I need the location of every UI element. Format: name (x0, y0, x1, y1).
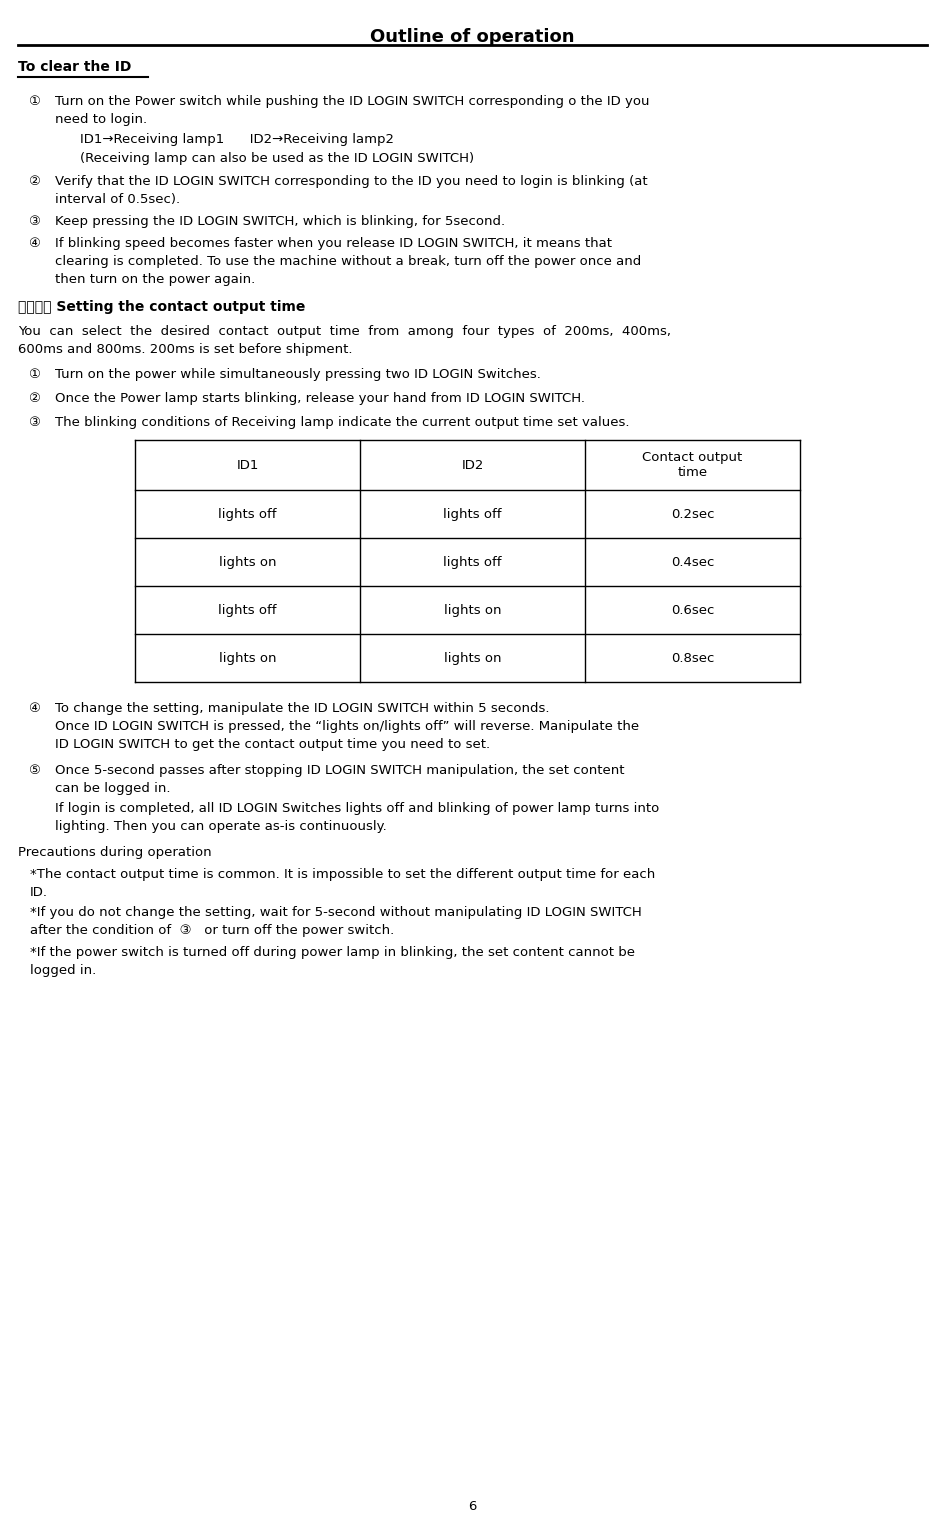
Text: *If the power switch is turned off during power lamp in blinking, the set conten: *If the power switch is turned off durin… (30, 946, 634, 959)
Text: Turn on the power while simultaneously pressing two ID LOGIN Switches.: Turn on the power while simultaneously p… (55, 369, 540, 381)
Text: ID2: ID2 (461, 458, 483, 472)
Text: after the condition of  ③   or turn off the power switch.: after the condition of ③ or turn off the… (30, 924, 394, 937)
Text: 0.8sec: 0.8sec (670, 652, 714, 664)
Text: 0.6sec: 0.6sec (670, 603, 714, 617)
Text: To clear the ID: To clear the ID (18, 59, 131, 75)
Text: interval of 0.5sec).: interval of 0.5sec). (55, 193, 180, 206)
Text: lights on: lights on (218, 556, 276, 568)
Text: lights off: lights off (443, 556, 501, 568)
Text: lights on: lights on (444, 603, 500, 617)
Text: ⑤: ⑤ (28, 765, 40, 777)
Text: 0.2sec: 0.2sec (670, 507, 714, 521)
Text: Outline of operation: Outline of operation (369, 27, 574, 46)
Text: You  can  select  the  desired  contact  output  time  from  among  four  types : You can select the desired contact outpu… (18, 324, 670, 338)
Text: ①: ① (28, 94, 40, 108)
Text: lights on: lights on (218, 652, 276, 664)
Text: need to login.: need to login. (55, 113, 147, 126)
Text: ②: ② (28, 175, 40, 187)
Text: Verify that the ID LOGIN SWITCH corresponding to the ID you need to login is bli: Verify that the ID LOGIN SWITCH correspo… (55, 175, 647, 187)
Text: then turn on the power again.: then turn on the power again. (55, 273, 255, 286)
Text: (Receiving lamp can also be used as the ID LOGIN SWITCH): (Receiving lamp can also be used as the … (80, 152, 474, 164)
Text: logged in.: logged in. (30, 964, 96, 976)
Text: To change the setting, manipulate the ID LOGIN SWITCH within 5 seconds.: To change the setting, manipulate the ID… (55, 702, 548, 714)
Text: ID1→Receiving lamp1      ID2→Receiving lamp2: ID1→Receiving lamp1 ID2→Receiving lamp2 (80, 133, 394, 146)
Text: lights off: lights off (218, 507, 277, 521)
Text: Precautions during operation: Precautions during operation (18, 845, 211, 859)
Text: Turn on the Power switch while pushing the ID LOGIN SWITCH corresponding o the I: Turn on the Power switch while pushing t… (55, 94, 649, 108)
Text: Contact output
time: Contact output time (642, 451, 742, 480)
Text: Keep pressing the ID LOGIN SWITCH, which is blinking, for 5second.: Keep pressing the ID LOGIN SWITCH, which… (55, 215, 505, 228)
Text: *The contact output time is common. It is impossible to set the different output: *The contact output time is common. It i… (30, 868, 654, 880)
Text: lights on: lights on (444, 652, 500, 664)
Text: *If you do not change the setting, wait for 5-second without manipulating ID LOG: *If you do not change the setting, wait … (30, 906, 641, 918)
Text: 0.4sec: 0.4sec (670, 556, 714, 568)
Text: Once the Power lamp starts blinking, release your hand from ID LOGIN SWITCH.: Once the Power lamp starts blinking, rel… (55, 391, 584, 405)
Text: ID1: ID1 (236, 458, 259, 472)
Text: Once ID LOGIN SWITCH is pressed, the “lights on/lights off” will reverse. Manipu: Once ID LOGIN SWITCH is pressed, the “li… (55, 720, 638, 733)
Text: ④: ④ (28, 238, 40, 250)
Text: The blinking conditions of Receiving lamp indicate the current output time set v: The blinking conditions of Receiving lam… (55, 416, 629, 429)
Text: lights off: lights off (218, 603, 277, 617)
Text: lighting. Then you can operate as-is continuously.: lighting. Then you can operate as-is con… (55, 819, 386, 833)
Text: 600ms and 800ms. 200ms is set before shipment.: 600ms and 800ms. 200ms is set before shi… (18, 343, 352, 356)
Text: ４－３． Setting the contact output time: ４－３． Setting the contact output time (18, 300, 305, 314)
Text: can be logged in.: can be logged in. (55, 781, 170, 795)
Text: If blinking speed becomes faster when you release ID LOGIN SWITCH, it means that: If blinking speed becomes faster when yo… (55, 238, 612, 250)
Text: ②: ② (28, 391, 40, 405)
Text: ④: ④ (28, 702, 40, 714)
Text: lights off: lights off (443, 507, 501, 521)
Text: ③: ③ (28, 416, 40, 429)
Text: 6: 6 (467, 1500, 476, 1512)
Text: clearing is completed. To use the machine without a break, turn off the power on: clearing is completed. To use the machin… (55, 254, 641, 268)
Text: ③: ③ (28, 215, 40, 228)
Text: If login is completed, all ID LOGIN Switches lights off and blinking of power la: If login is completed, all ID LOGIN Swit… (55, 803, 659, 815)
Text: ID.: ID. (30, 886, 48, 899)
Text: Once 5-second passes after stopping ID LOGIN SWITCH manipulation, the set conten: Once 5-second passes after stopping ID L… (55, 765, 624, 777)
Text: ①: ① (28, 369, 40, 381)
Text: ID LOGIN SWITCH to get the contact output time you need to set.: ID LOGIN SWITCH to get the contact outpu… (55, 739, 490, 751)
